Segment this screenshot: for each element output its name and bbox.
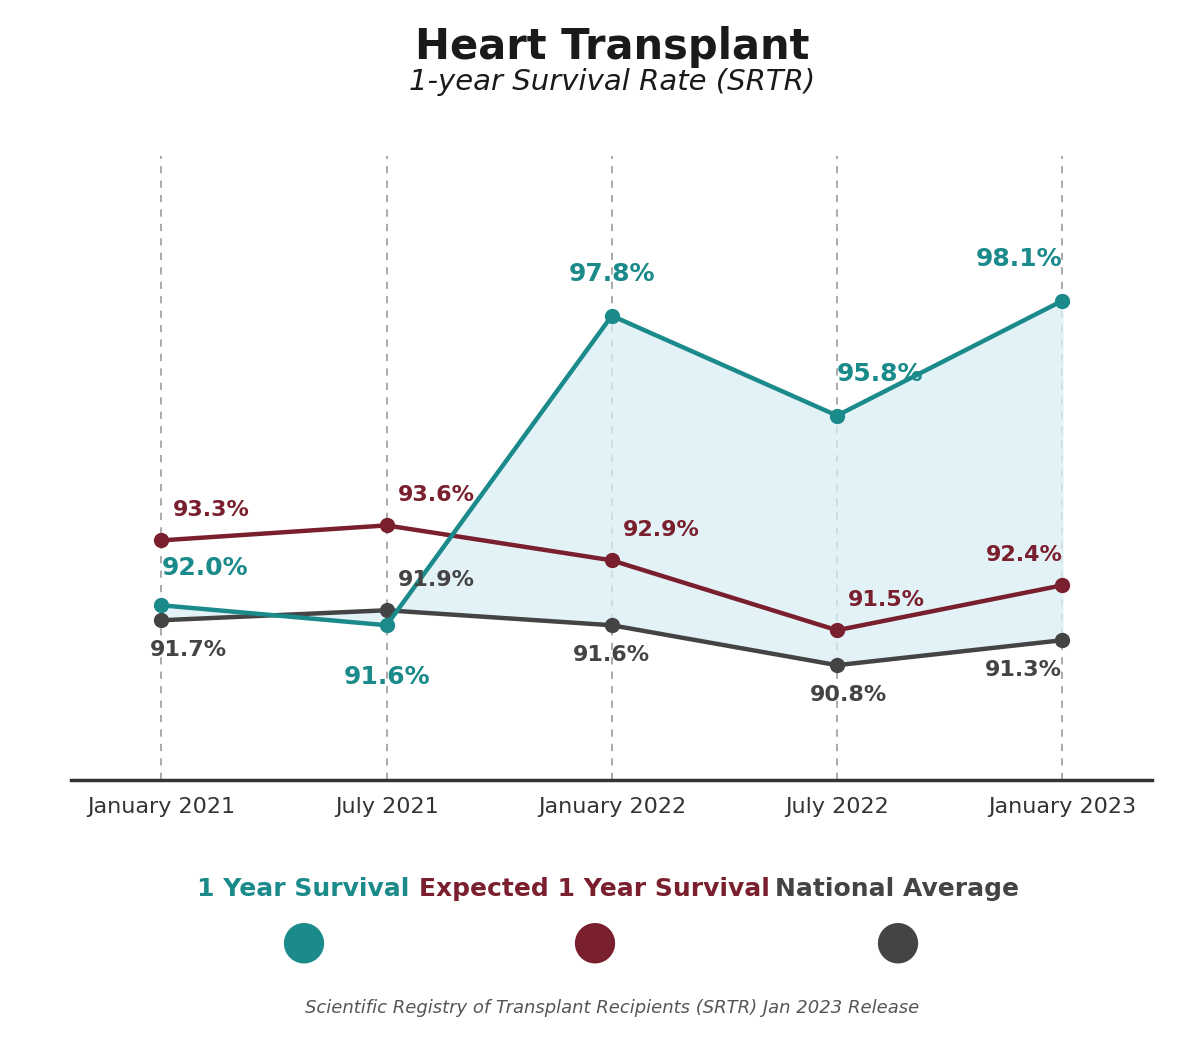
Text: Heart Transplant: Heart Transplant — [415, 26, 809, 68]
Text: 93.6%: 93.6% — [398, 486, 475, 505]
Text: 1-year Survival Rate (SRTR): 1-year Survival Rate (SRTR) — [409, 68, 815, 96]
Text: ●: ● — [874, 915, 920, 967]
Text: 1 Year Survival: 1 Year Survival — [197, 877, 409, 902]
Text: Expected 1 Year Survival: Expected 1 Year Survival — [418, 877, 770, 902]
Text: 97.8%: 97.8% — [569, 262, 655, 286]
Text: National Average: National Average — [775, 877, 1019, 902]
Text: 98.1%: 98.1% — [975, 246, 1062, 270]
Text: 95.8%: 95.8% — [838, 362, 923, 386]
Text: 93.3%: 93.3% — [172, 500, 249, 520]
Text: ●: ● — [280, 915, 326, 967]
Text: 92.0%: 92.0% — [162, 556, 248, 580]
Text: 91.6%: 91.6% — [343, 666, 430, 690]
Text: 92.4%: 92.4% — [985, 545, 1062, 566]
Text: 91.7%: 91.7% — [150, 641, 227, 660]
Text: 90.8%: 90.8% — [810, 685, 887, 705]
Text: 91.9%: 91.9% — [398, 570, 475, 591]
Text: 91.5%: 91.5% — [848, 591, 925, 610]
Text: 91.3%: 91.3% — [985, 660, 1062, 680]
Text: 91.6%: 91.6% — [574, 645, 650, 666]
Text: Scientific Registry of Transplant Recipients (SRTR) Jan 2023 Release: Scientific Registry of Transplant Recipi… — [304, 999, 920, 1017]
Text: ●: ● — [571, 915, 617, 967]
Text: 92.9%: 92.9% — [623, 520, 700, 541]
